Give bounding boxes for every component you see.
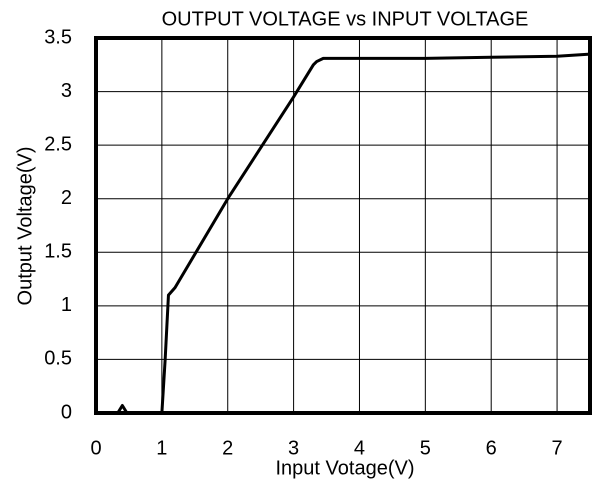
x-axis-label: Input Votage(V) bbox=[276, 457, 415, 479]
y-tick-label: 1 bbox=[61, 294, 72, 316]
x-tick-label: 6 bbox=[486, 437, 497, 459]
y-tick-label: 2 bbox=[61, 187, 72, 209]
y-tick-label: 0.5 bbox=[44, 348, 72, 370]
x-tick-label: 3 bbox=[288, 437, 299, 459]
y-tick-label: 1.5 bbox=[44, 241, 72, 263]
x-tick-label: 7 bbox=[552, 437, 563, 459]
y-tick-label: 2.5 bbox=[44, 133, 72, 155]
chart-title: OUTPUT VOLTAGE vs INPUT VOLTAGE bbox=[162, 8, 529, 30]
y-axis-label: Output Voltage(V) bbox=[14, 147, 36, 306]
x-tick-label: 0 bbox=[90, 437, 101, 459]
y-tick-label: 3 bbox=[61, 80, 72, 102]
x-tick-label: 5 bbox=[420, 437, 431, 459]
y-tick-label: 0 bbox=[61, 401, 72, 423]
y-tick-label: 3.5 bbox=[44, 26, 72, 48]
plot-border bbox=[94, 36, 592, 415]
x-tick-label: 1 bbox=[156, 437, 167, 459]
x-tick-label: 4 bbox=[354, 437, 365, 459]
x-tick-label: 2 bbox=[222, 437, 233, 459]
data-line bbox=[96, 52, 591, 415]
